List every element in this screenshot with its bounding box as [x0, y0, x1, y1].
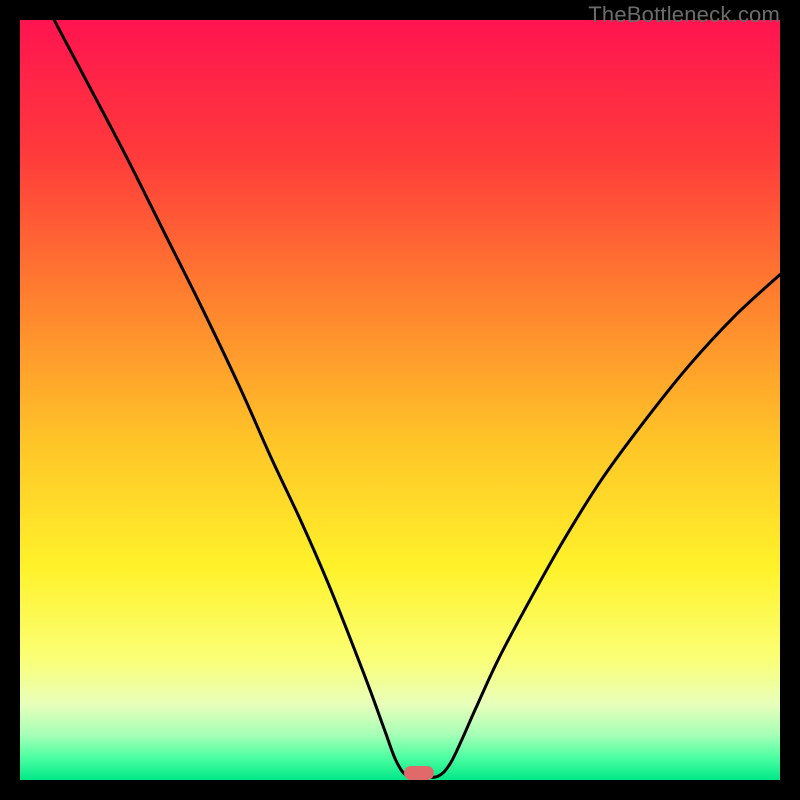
chart-root: TheBottleneck.com — [0, 0, 800, 800]
optimum-marker — [404, 766, 434, 780]
plot-area — [20, 20, 780, 780]
bottleneck-curve — [20, 20, 780, 780]
watermark-text: TheBottleneck.com — [588, 2, 780, 28]
